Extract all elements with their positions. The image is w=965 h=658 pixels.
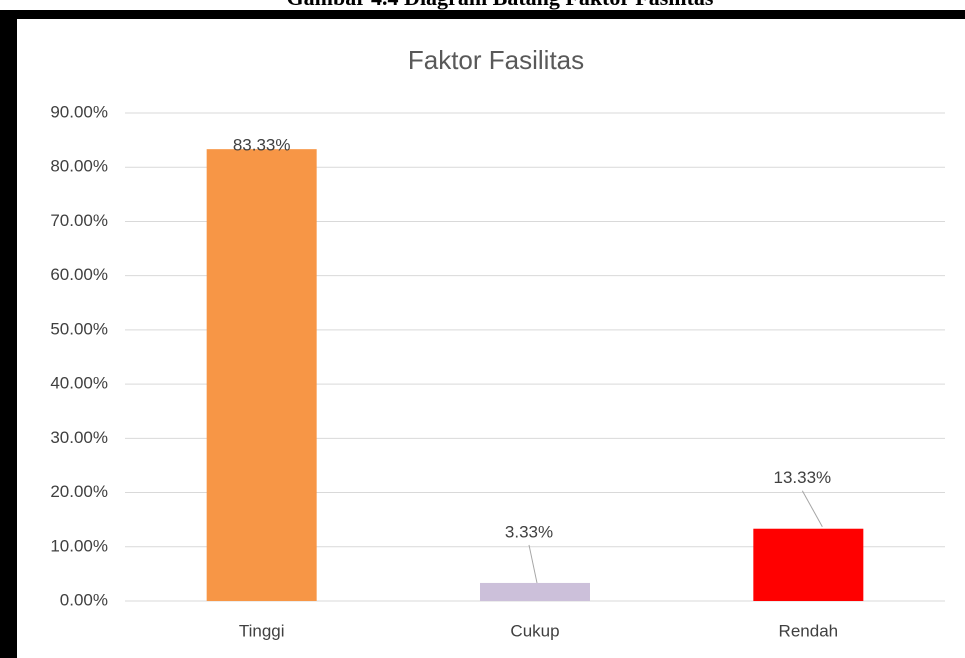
- bar: [206, 149, 317, 601]
- y-tick-label: 90.00%: [50, 102, 108, 121]
- x-tick-label: Cukup: [510, 621, 559, 640]
- bar: [753, 528, 864, 601]
- y-tick-label: 30.00%: [50, 428, 108, 447]
- leader-line: [801, 490, 823, 527]
- y-tick-label: 10.00%: [50, 536, 108, 555]
- y-tick-label: 50.00%: [50, 319, 108, 338]
- y-tick-label: 40.00%: [50, 374, 108, 393]
- leader-line: [528, 544, 538, 584]
- y-tick-label: 70.00%: [50, 211, 108, 230]
- y-tick-label: 60.00%: [50, 265, 108, 284]
- x-tick-label: Rendah: [779, 621, 839, 640]
- data-label: 83.33%: [233, 136, 291, 155]
- data-label: 3.33%: [505, 522, 553, 541]
- y-tick-label: 0.00%: [60, 590, 108, 609]
- caption: Gambar 4.4 Diagram Batang Faktor Fasilit…: [287, 0, 714, 10]
- x-tick-label: Tinggi: [239, 621, 285, 640]
- data-label: 13.33%: [773, 468, 831, 487]
- y-tick-label: 20.00%: [50, 482, 108, 501]
- y-tick-label: 80.00%: [50, 157, 108, 176]
- bar: [480, 582, 590, 601]
- chart-title: Faktor Fasilitas: [408, 45, 584, 75]
